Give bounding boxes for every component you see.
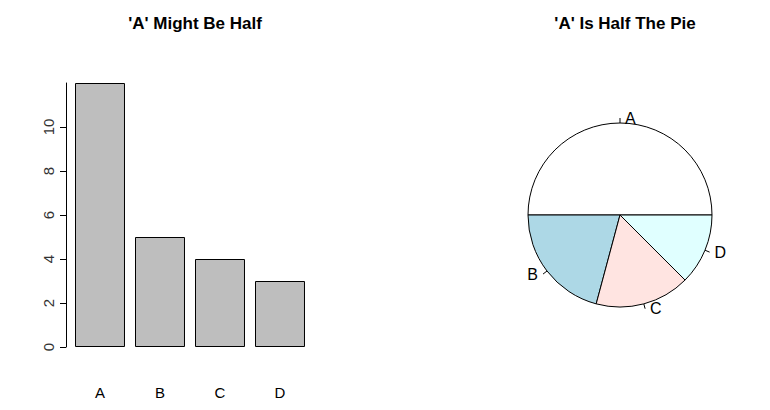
svg-text:6: 6	[40, 211, 57, 219]
svg-text:C: C	[215, 384, 226, 401]
svg-text:'A' Is Half The Pie: 'A' Is Half The Pie	[554, 14, 695, 33]
svg-text:8: 8	[40, 167, 57, 175]
svg-text:B: B	[527, 266, 538, 283]
svg-text:4: 4	[40, 255, 57, 263]
svg-text:D: D	[715, 244, 727, 261]
svg-text:A: A	[95, 384, 105, 401]
svg-text:B: B	[155, 384, 165, 401]
svg-text:A: A	[625, 110, 636, 127]
svg-text:D: D	[275, 384, 286, 401]
svg-text:10: 10	[40, 119, 57, 136]
svg-text:2: 2	[40, 299, 57, 307]
svg-text:0: 0	[40, 343, 57, 351]
svg-text:'A' Might Be Half: 'A' Might Be Half	[128, 14, 262, 33]
svg-text:C: C	[650, 300, 662, 317]
